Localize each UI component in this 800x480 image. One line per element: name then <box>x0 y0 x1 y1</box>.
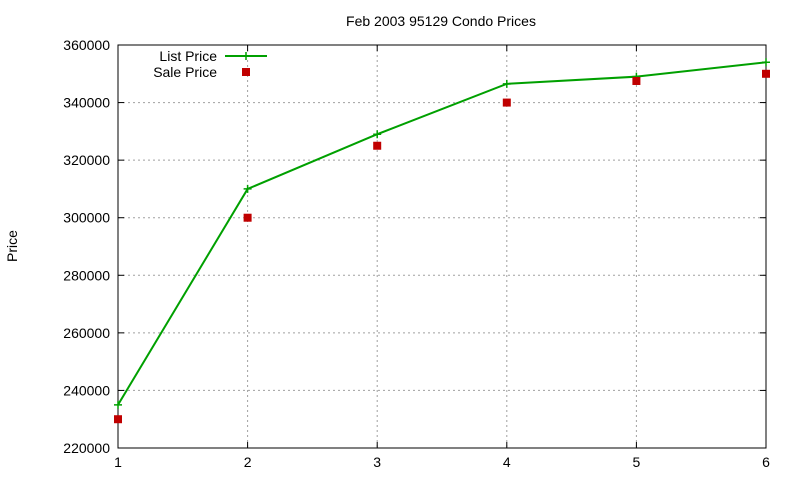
chart-title: Feb 2003 95129 Condo Prices <box>346 13 536 29</box>
y-tick-label: 280000 <box>63 267 110 283</box>
y-tick-label: 260000 <box>63 325 110 341</box>
list-price-point <box>373 130 382 139</box>
list-price-point <box>502 79 511 88</box>
legend-square-marker <box>242 68 250 76</box>
x-tick-label: 3 <box>373 454 381 470</box>
y-tick-label: 320000 <box>63 152 110 168</box>
sale-price-point <box>114 415 122 424</box>
sale-price-point <box>373 141 382 150</box>
x-tick-label: 6 <box>762 454 770 470</box>
legend-label: List Price <box>159 48 217 64</box>
legend-label: Sale Price <box>153 64 217 80</box>
list-price-line <box>117 61 767 406</box>
legend-plus-marker <box>242 52 250 60</box>
sale-price-point <box>243 213 252 222</box>
sale-price-point <box>502 98 511 107</box>
y-tick-label: 220000 <box>63 440 110 456</box>
plot-frame <box>117 44 767 449</box>
y-tick-label: 240000 <box>63 382 110 398</box>
y-axis-title: Price <box>4 230 20 262</box>
y-tick-label: 360000 <box>63 37 110 53</box>
sale-price-point <box>632 76 641 85</box>
sale-price-point <box>762 69 770 78</box>
x-tick-label: 4 <box>503 454 511 470</box>
plot-frame-layer <box>117 44 767 449</box>
list-price-point <box>762 58 770 67</box>
x-tick-label: 1 <box>114 454 122 470</box>
y-tick-label: 340000 <box>63 95 110 111</box>
series-list-price <box>114 58 770 409</box>
x-tick-label: 2 <box>244 454 252 470</box>
grid-layer <box>118 45 766 448</box>
y-tick-label: 300000 <box>63 210 110 226</box>
x-tick-label: 5 <box>633 454 641 470</box>
series-layer <box>114 58 770 424</box>
tick-layer: 1 2 3 4 5 6 220000 240000 260000 280000 300000 3200… <box>63 37 770 470</box>
list-price-point <box>114 400 122 409</box>
series-sale-price <box>114 69 770 424</box>
list-price-point <box>243 184 252 193</box>
